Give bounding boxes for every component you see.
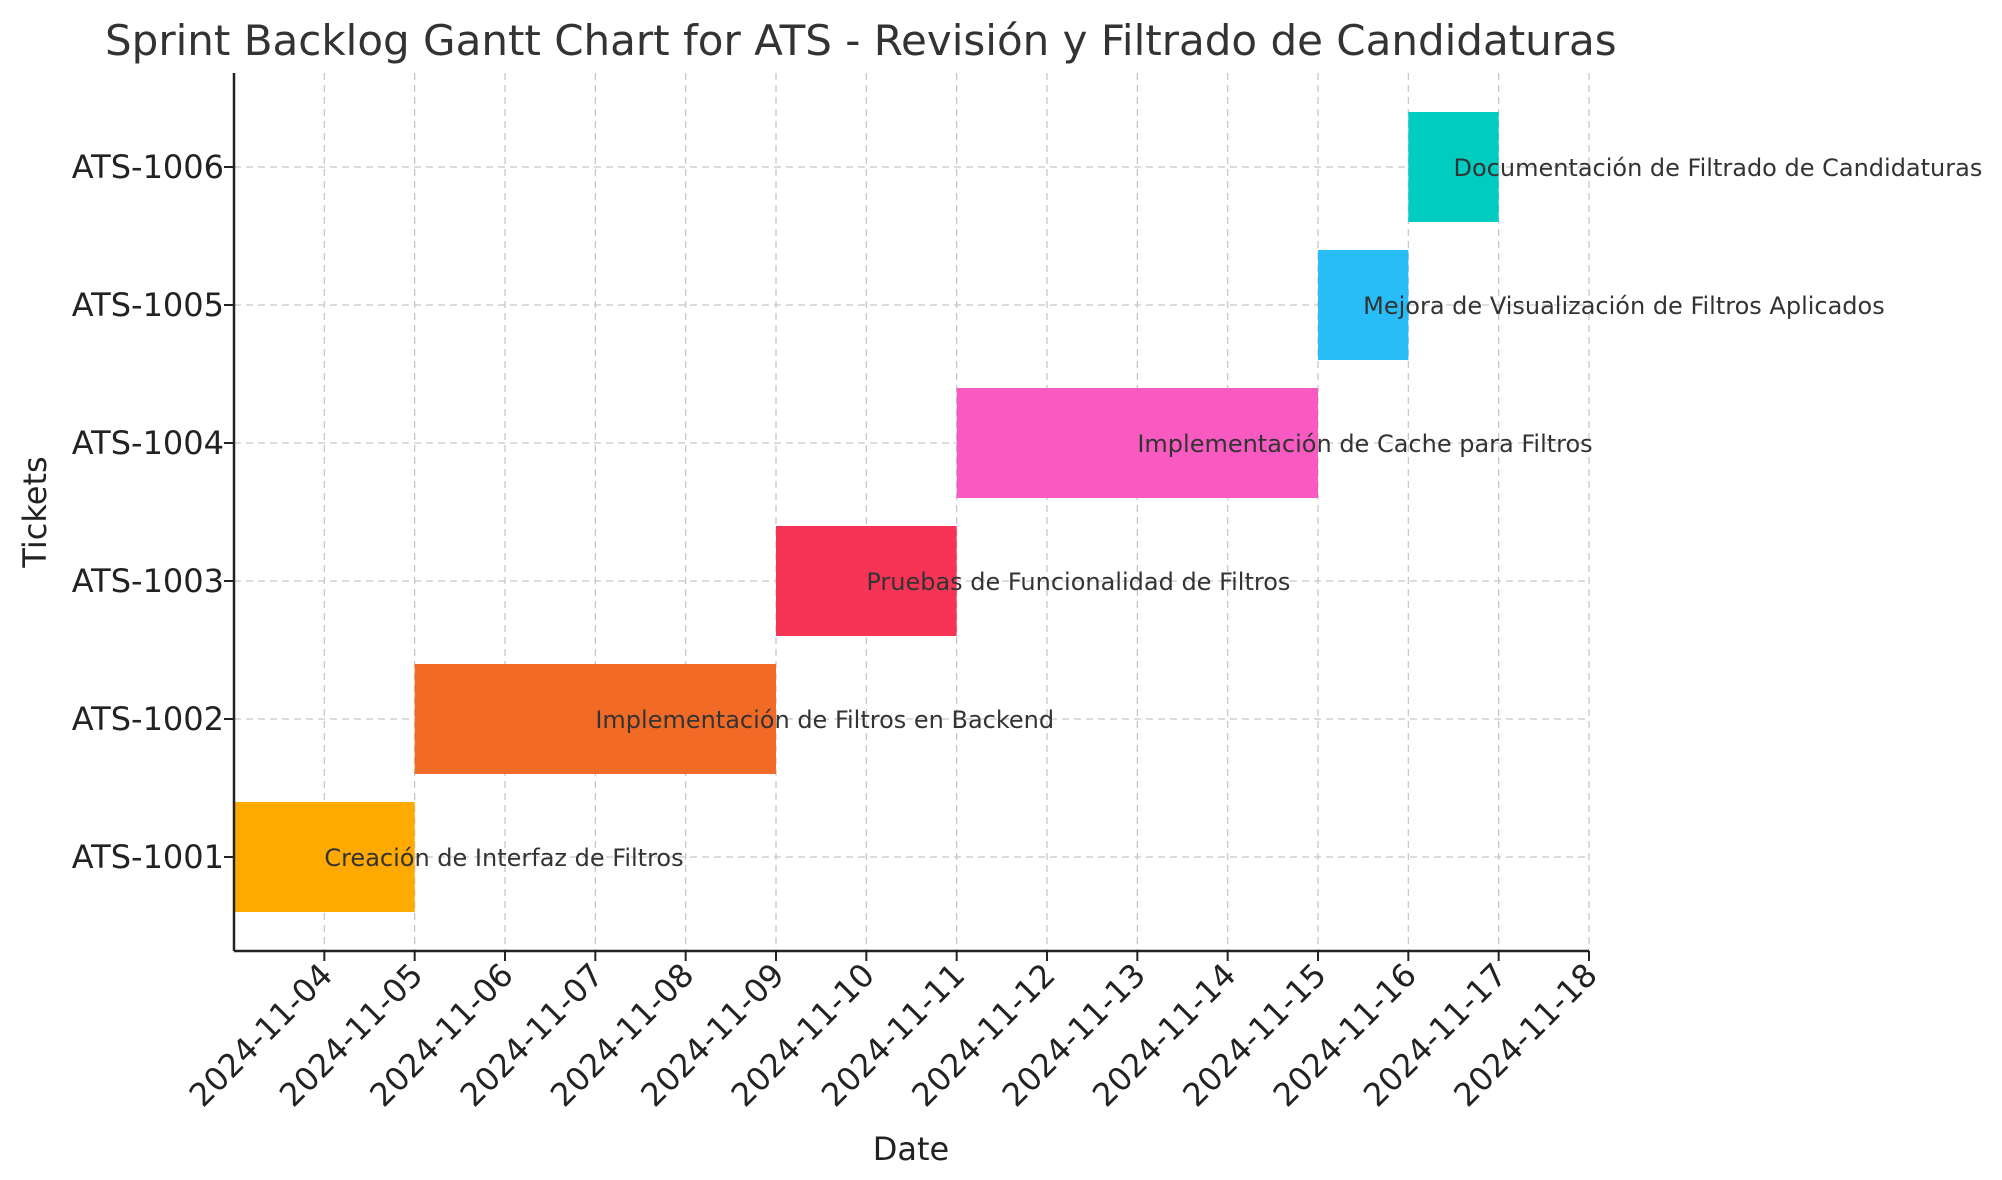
gantt-bar [956, 388, 1318, 498]
y-tick-label: ATS-1002 [72, 700, 224, 738]
bar-label: Documentación de Filtrado de Candidatura… [1454, 154, 1983, 182]
gantt-bar [414, 664, 776, 774]
y-ticks: ATS-1001 ATS-1002 ATS-1003 ATS-1004 ATS-1005… [72, 148, 234, 876]
bar-label: Creación de Interfaz de Filtros [324, 844, 683, 872]
gantt-bar [234, 802, 415, 912]
gantt-bar [776, 526, 957, 636]
bar-label: Implementación de Filtros en Backend [595, 706, 1054, 734]
gantt-bar [1408, 112, 1499, 222]
bar-label: Pruebas de Funcionalidad de Filtros [866, 568, 1290, 596]
y-axis-label: Tickets [16, 456, 54, 568]
bar-label: Mejora de Visualización de Filtros Aplic… [1363, 292, 1885, 320]
chart-title: Sprint Backlog Gantt Chart for ATS - Rev… [105, 16, 1617, 65]
bars [234, 112, 1499, 912]
y-tick-label: ATS-1004 [72, 424, 224, 462]
bar-label: Implementación de Cache para Filtros [1137, 430, 1592, 458]
bar-labels: Creación de Interfaz de Filtros Implement… [324, 154, 1982, 872]
y-tick-label: ATS-1005 [72, 286, 224, 324]
grid [234, 73, 1590, 951]
y-tick-label: ATS-1001 [72, 838, 224, 876]
x-axis-label: Date [873, 1130, 949, 1168]
y-tick-label: ATS-1003 [72, 562, 224, 600]
gantt-bar [1318, 250, 1409, 360]
x-ticks: 2024-11-042024-11-052024-11-062024-11-07… [182, 951, 1605, 1114]
y-tick-label: ATS-1006 [72, 148, 224, 186]
axes [232, 73, 1589, 953]
